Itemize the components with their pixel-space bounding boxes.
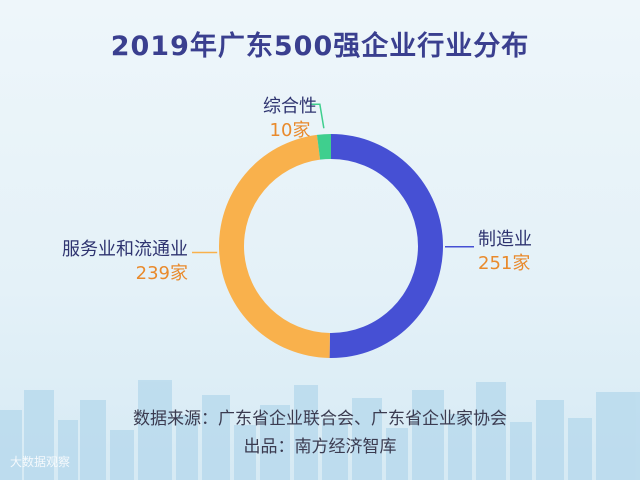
slice-label-0: 制造业: [478, 229, 532, 250]
donut-slice-1: [218, 134, 330, 358]
donut-slice-2: [316, 134, 331, 160]
watermark: 大数据观察: [10, 455, 71, 469]
skyline-background: [0, 380, 640, 480]
donut-slice-0: [329, 134, 444, 358]
slice-value-0: 251家: [478, 253, 530, 274]
slice-label-2: 综合性: [263, 96, 317, 117]
chart-title: 2019年广东500强企业行业分布: [110, 31, 530, 62]
producer-credit: 出品：南方经济智库: [243, 437, 397, 457]
slice-value-2: 10家: [270, 120, 311, 141]
leader-line-2: [309, 103, 325, 129]
slice-value-1: 239家: [136, 263, 188, 284]
slice-label-1: 服务业和流通业: [62, 239, 188, 260]
data-source: 数据来源：广东省企业联合会、广东省企业家协会: [133, 409, 507, 429]
